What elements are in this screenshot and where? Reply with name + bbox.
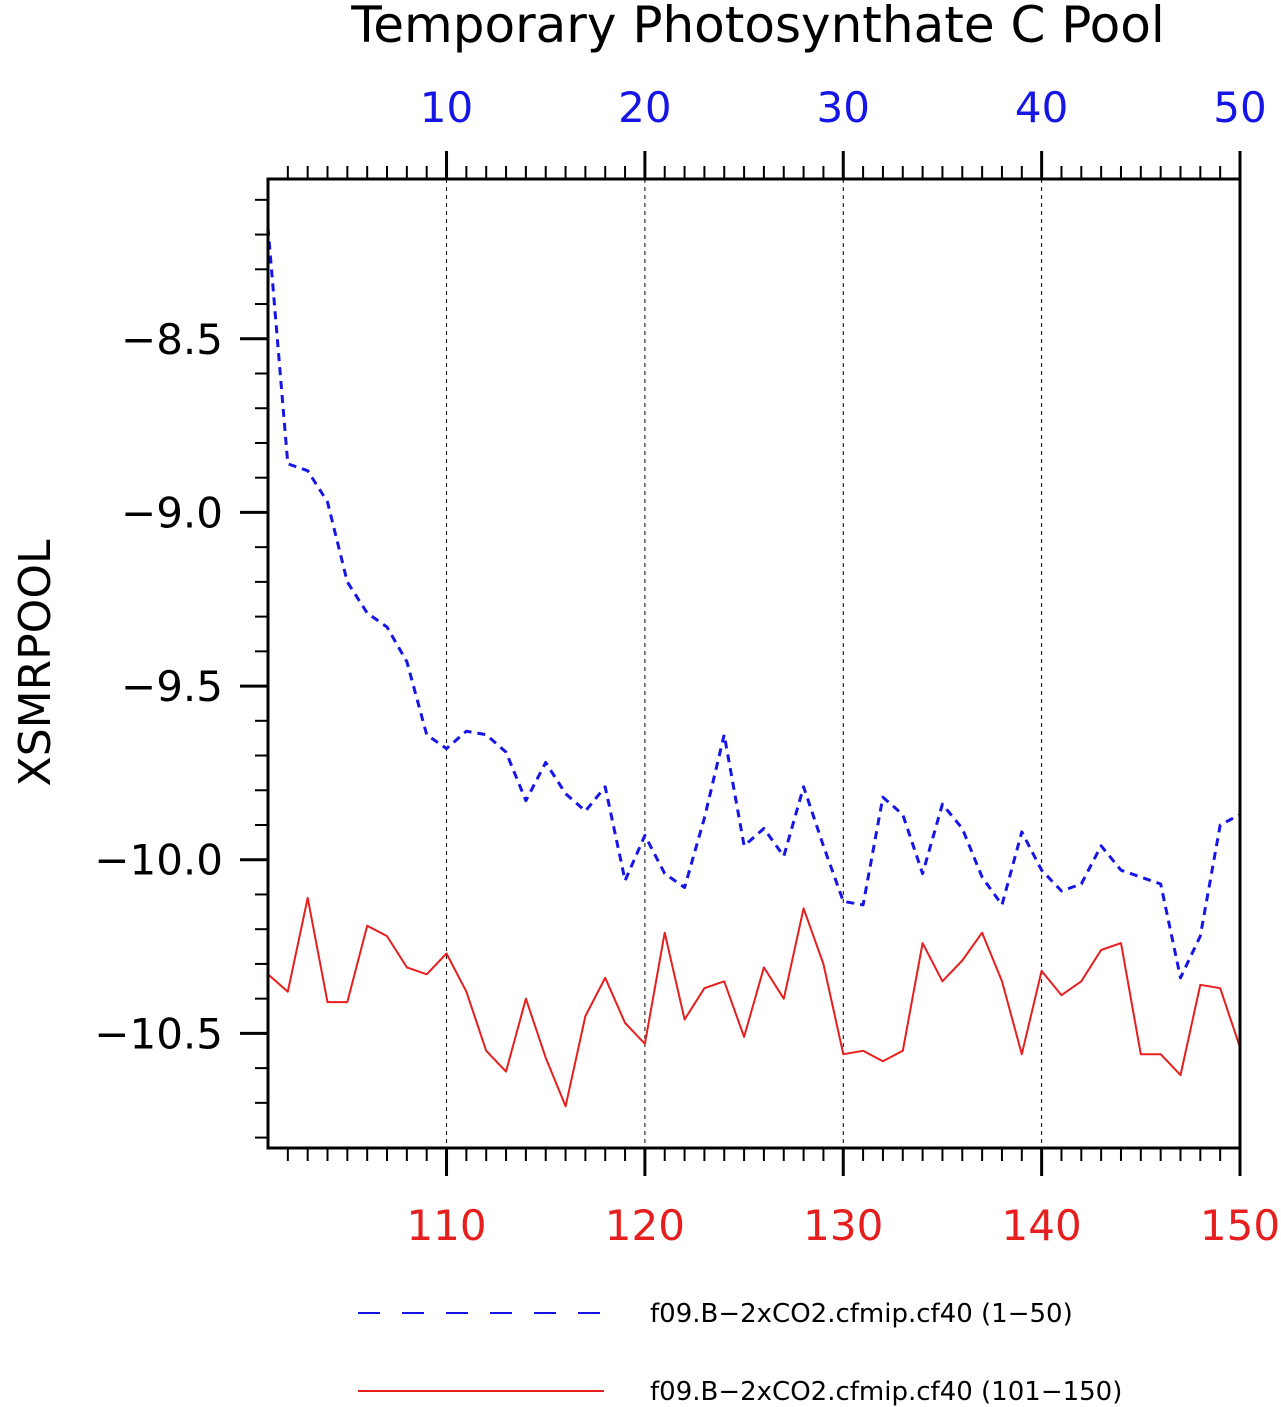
- bottom-tick-label: 150: [1200, 1201, 1280, 1250]
- top-tick-label: 10: [420, 83, 473, 132]
- grid-lines: [446, 179, 1043, 1148]
- chart-title: Temporary Photosynthate C Pool: [350, 0, 1164, 54]
- y-tick-label: −8.5: [121, 315, 223, 364]
- tick-labels: 10 20 30 40 50 110 120 130 140 150 −8.5 −9.0 −9.5 −10…: [94, 83, 1280, 1250]
- top-tick-label: 20: [618, 83, 671, 132]
- y-axis-label: XSMRPOOL: [10, 539, 61, 786]
- top-tick-label: 50: [1213, 83, 1266, 132]
- legend-label: f09.B−2xCO2.cfmip.cf40 (1−50): [650, 1299, 1073, 1329]
- bottom-tick-label: 110: [406, 1201, 486, 1250]
- bottom-tick-label: 140: [1002, 1201, 1082, 1250]
- bottom-tick-label: 120: [605, 1201, 685, 1250]
- y-tick-label: −10.5: [94, 1009, 223, 1058]
- series-line-1-50: [266, 227, 1241, 980]
- legend: f09.B−2xCO2.cfmip.cf40 (1−50) f09.B−2xCO2…: [358, 1299, 1122, 1407]
- y-tick-label: −9.0: [121, 488, 223, 537]
- plot-frame: [266, 177, 1242, 1150]
- top-tick-label: 40: [1015, 83, 1068, 132]
- series-line-101-150: [267, 896, 1241, 1108]
- y-tick-label: −9.5: [121, 662, 223, 711]
- axis-ticks: [240, 151, 1242, 1176]
- y-tick-label: −10.0: [94, 836, 223, 885]
- legend-label: f09.B−2xCO2.cfmip.cf40 (101−150): [650, 1377, 1122, 1407]
- top-tick-label: 30: [817, 83, 870, 132]
- bottom-tick-label: 130: [803, 1201, 883, 1250]
- series-lines: [266, 227, 1241, 1108]
